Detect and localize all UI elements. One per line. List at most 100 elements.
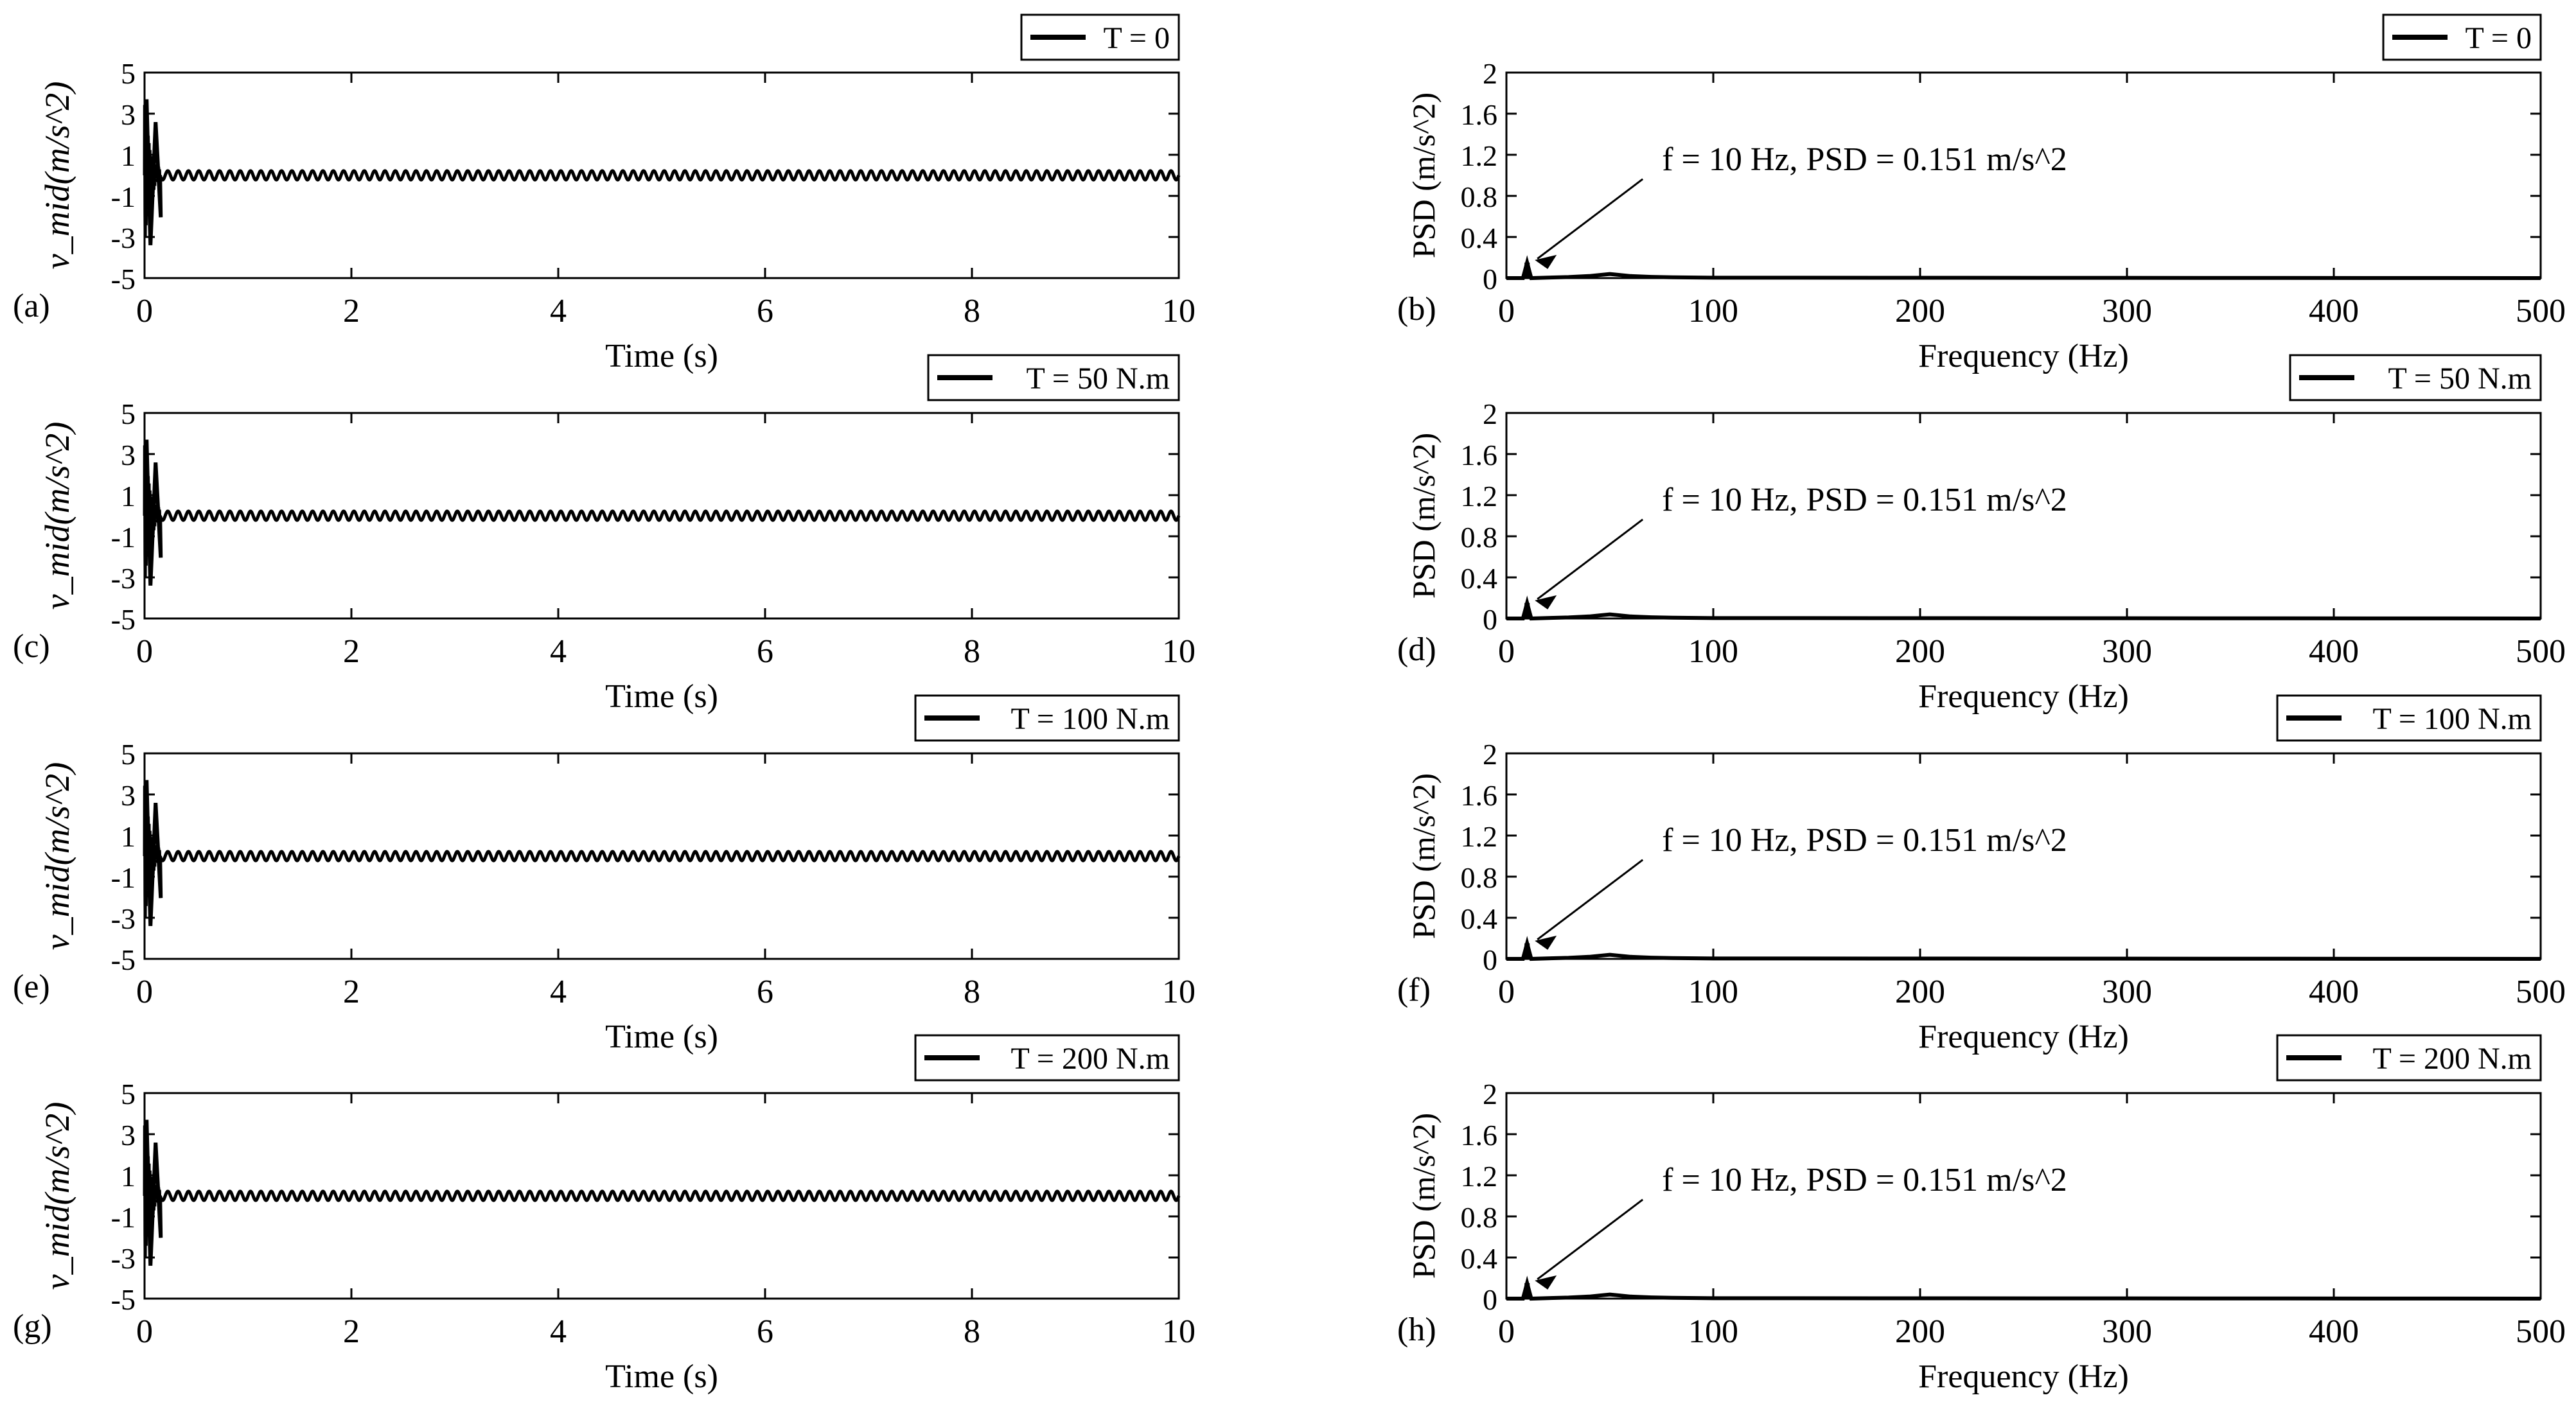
annotation-arrow [1537,178,1644,260]
x-axis-label: Frequency (Hz) [1918,1358,2129,1395]
x-tick-label: 2 [343,633,360,670]
panel-label: (f) [1397,972,1431,1008]
transient-spike [145,439,163,586]
x-tick-label: 10 [1162,1313,1195,1350]
x-tick-label: 400 [2309,974,2359,1010]
y-tick-label: 0 [1483,263,1497,295]
y-tick-label: -3 [111,562,136,595]
x-tick-label: 0 [1498,293,1515,329]
x-tick-label: 0 [136,633,153,670]
y-tick-label: 3 [121,1119,136,1152]
y-tick-label: 1 [121,820,136,853]
chart-panel-a: 0 2 4 6 8 10 5 3 1 -1 -3 -5 Time (s) v_mid(m/s^2) (a) T… [13,13,1195,374]
arrow-head [1535,595,1557,609]
y-tick-label: 3 [121,98,136,131]
annotation-arrow [1537,1198,1644,1281]
x-tick-label: 400 [2309,1313,2359,1350]
y-tick-label: -1 [111,1201,136,1234]
legend-label: T = 0 [1103,21,1170,55]
y-tick-label: -1 [111,861,136,894]
panel-label: (c) [13,628,50,665]
x-tick-label: 4 [550,1313,567,1350]
x-tick-label: 0 [136,293,153,329]
annotation-text: f = 10 Hz, PSD = 0.151 m/s^2 [1662,822,2067,859]
y-tick-label: 0.8 [1461,521,1498,554]
x-tick-label: 2 [343,974,360,1010]
y-tick-label: 1.6 [1461,1119,1498,1152]
x-axis-label: Frequency (Hz) [1918,678,2129,715]
panel-label: (b) [1397,291,1436,328]
chart-panel-e: 0 2 4 6 8 10 5 3 1 -1 -3 -5 Time (s) v_mid(m/s^2) (e) T… [13,694,1195,1055]
y-axis-label: v_mid(m/s^2) [38,1102,76,1290]
y-tick-label: -5 [111,263,136,295]
x-axis-label: Frequency (Hz) [1918,1019,2129,1055]
x-tick-label: 400 [2309,293,2359,329]
panel-label: (a) [13,288,50,324]
signal-line [143,785,1181,918]
x-tick-label: 400 [2309,633,2359,670]
x-tick-label: 100 [1688,293,1738,329]
y-tick-label: 5 [121,738,136,771]
x-tick-label: 300 [2102,974,2152,1010]
x-tick-label: 4 [550,633,567,670]
y-tick-label: 1.2 [1461,1160,1498,1193]
y-axis-label: v_mid(m/s^2) [38,82,76,270]
y-axis-label: PSD (m/s^2) [1406,433,1442,599]
chart-panel-h: 0 100 200 300 400 500 2 1.6 1.2 0.8 0.4 0 Frequency … [1397,1034,2566,1395]
y-tick-label: -1 [111,180,136,213]
y-tick-label: -5 [111,603,136,636]
x-tick-label: 0 [1498,633,1515,670]
annotation-arrow [1537,518,1644,600]
y-axis-label: v_mid(m/s^2) [38,762,76,951]
x-tick-label: 10 [1162,633,1195,670]
x-axis-label: Time (s) [605,338,718,374]
x-tick-label: 8 [964,633,980,670]
y-tick-label: 1 [121,1160,136,1193]
x-tick-label: 8 [964,974,980,1010]
panel-label: (e) [13,968,50,1005]
chart-panel-c: 0 2 4 6 8 10 5 3 1 -1 -3 -5 Time (s) v_mid(m/s^2) (c) T… [13,354,1195,715]
x-tick-label: 2 [343,1313,360,1350]
y-tick-label: 1.6 [1461,779,1498,812]
x-tick-label: 200 [1895,1313,1945,1350]
x-tick-label: 8 [964,1313,980,1350]
legend-label: T = 50 N.m [1026,362,1170,396]
y-tick-label: 3 [121,779,136,812]
x-axis-label: Time (s) [605,678,718,715]
arrow-head [1535,935,1557,950]
x-tick-label: 0 [1498,1313,1515,1350]
chart-panel-d: 0 100 200 300 400 500 2 1.6 1.2 0.8 0.4 0 Frequency … [1397,354,2566,715]
x-tick-label: 300 [2102,633,2152,670]
y-tick-label: 3 [121,439,136,471]
x-tick-label: 100 [1688,1313,1738,1350]
legend-label: T = 50 N.m [2388,362,2532,396]
y-tick-label: 0.8 [1461,1201,1498,1234]
x-tick-label: 0 [136,974,153,1010]
y-axis-label: PSD (m/s^2) [1406,1113,1442,1279]
x-tick-label: 500 [2516,633,2566,670]
y-axis-label: v_mid(m/s^2) [38,422,76,610]
x-tick-label: 0 [136,1313,153,1350]
y-axis-label: PSD (m/s^2) [1406,773,1442,939]
chart-panel-g: 0 2 4 6 8 10 5 3 1 -1 -3 -5 Time (s) v_mid(m/s^2) (g) T… [13,1034,1195,1395]
x-tick-label: 6 [757,974,773,1010]
y-tick-label: -1 [111,521,136,554]
signal-line [143,105,1181,237]
y-tick-label: -3 [111,1242,136,1275]
signal-line [143,1125,1181,1258]
panel-label: (h) [1397,1311,1436,1348]
x-tick-label: 0 [1498,974,1515,1010]
x-tick-label: 4 [550,293,567,329]
y-tick-label: 2 [1483,398,1497,430]
x-axis-label: Time (s) [605,1019,718,1055]
y-tick-label: 0 [1483,943,1497,976]
x-axis-label: Frequency (Hz) [1918,338,2129,374]
x-tick-label: 6 [757,1313,773,1350]
y-tick-label: -3 [111,222,136,254]
y-axis-label: PSD (m/s^2) [1406,92,1442,258]
legend-label: T = 200 N.m [1010,1042,1170,1076]
y-tick-label: 0.4 [1461,1242,1498,1275]
y-tick-label: 0 [1483,1283,1497,1316]
y-tick-label: -5 [111,943,136,976]
